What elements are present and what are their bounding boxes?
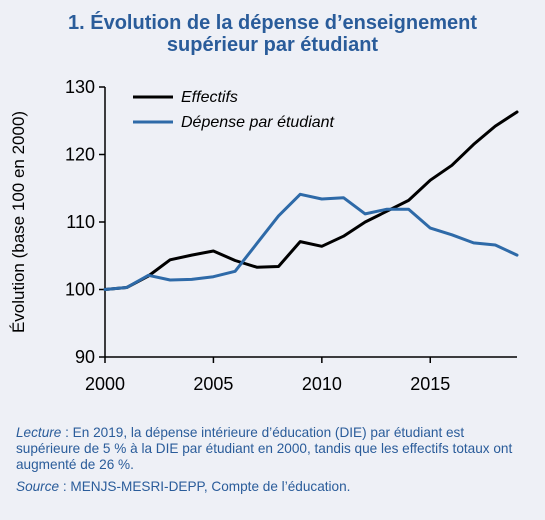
source-note: Source : MENJS-MESRI-DEPP, Compte de l’é… [16, 479, 531, 495]
chart-title: 1. Évolution de la dépense d’enseignemen… [0, 12, 545, 56]
chart-title-line1: 1. Évolution de la dépense d’enseignemen… [68, 12, 477, 34]
depense-line [103, 192, 519, 291]
y-tick-label: 90 [75, 347, 95, 367]
line-chart: 90 100 110 120 130 2000 2005 2010 2015 Effectifs… [9, 77, 519, 394]
lecture-note: Lecture : En 2019, la dépense intérieure… [16, 425, 531, 473]
y-tick-label: 110 [66, 212, 95, 232]
x-tick-label: 2005 [193, 374, 233, 394]
lecture-text: : En 2019, la dépense intérieure d’éduca… [16, 425, 513, 472]
y-tick-label: 100 [65, 280, 95, 300]
legend-effectifs-label: Effectifs [181, 89, 238, 106]
chart-notes: Lecture : En 2019, la dépense intérieure… [16, 425, 531, 495]
y-axis-label: Évolution (base 100 en 2000) [9, 111, 28, 333]
legend-depense-label: Dépense par étudiant [181, 114, 335, 131]
chart-legend: Effectifs Dépense par étudiant [133, 89, 335, 131]
source-label: Source [16, 479, 60, 494]
x-tick-label: 2015 [410, 374, 450, 394]
y-tick-label: 120 [65, 145, 95, 165]
lecture-label: Lecture [16, 425, 62, 440]
chart-series [103, 110, 519, 291]
effectifs-line [103, 110, 519, 291]
x-tick-label: 2010 [302, 374, 342, 394]
x-tick-label: 2000 [85, 374, 125, 394]
source-text: : MENJS-MESRI-DEPP, Compte de l’éducatio… [59, 479, 351, 494]
y-tick-label: 130 [65, 77, 95, 97]
chart-axes: 90 100 110 120 130 2000 2005 2010 2015 [65, 77, 517, 394]
chart-title-line2: supérieur par étudiant [166, 34, 379, 56]
